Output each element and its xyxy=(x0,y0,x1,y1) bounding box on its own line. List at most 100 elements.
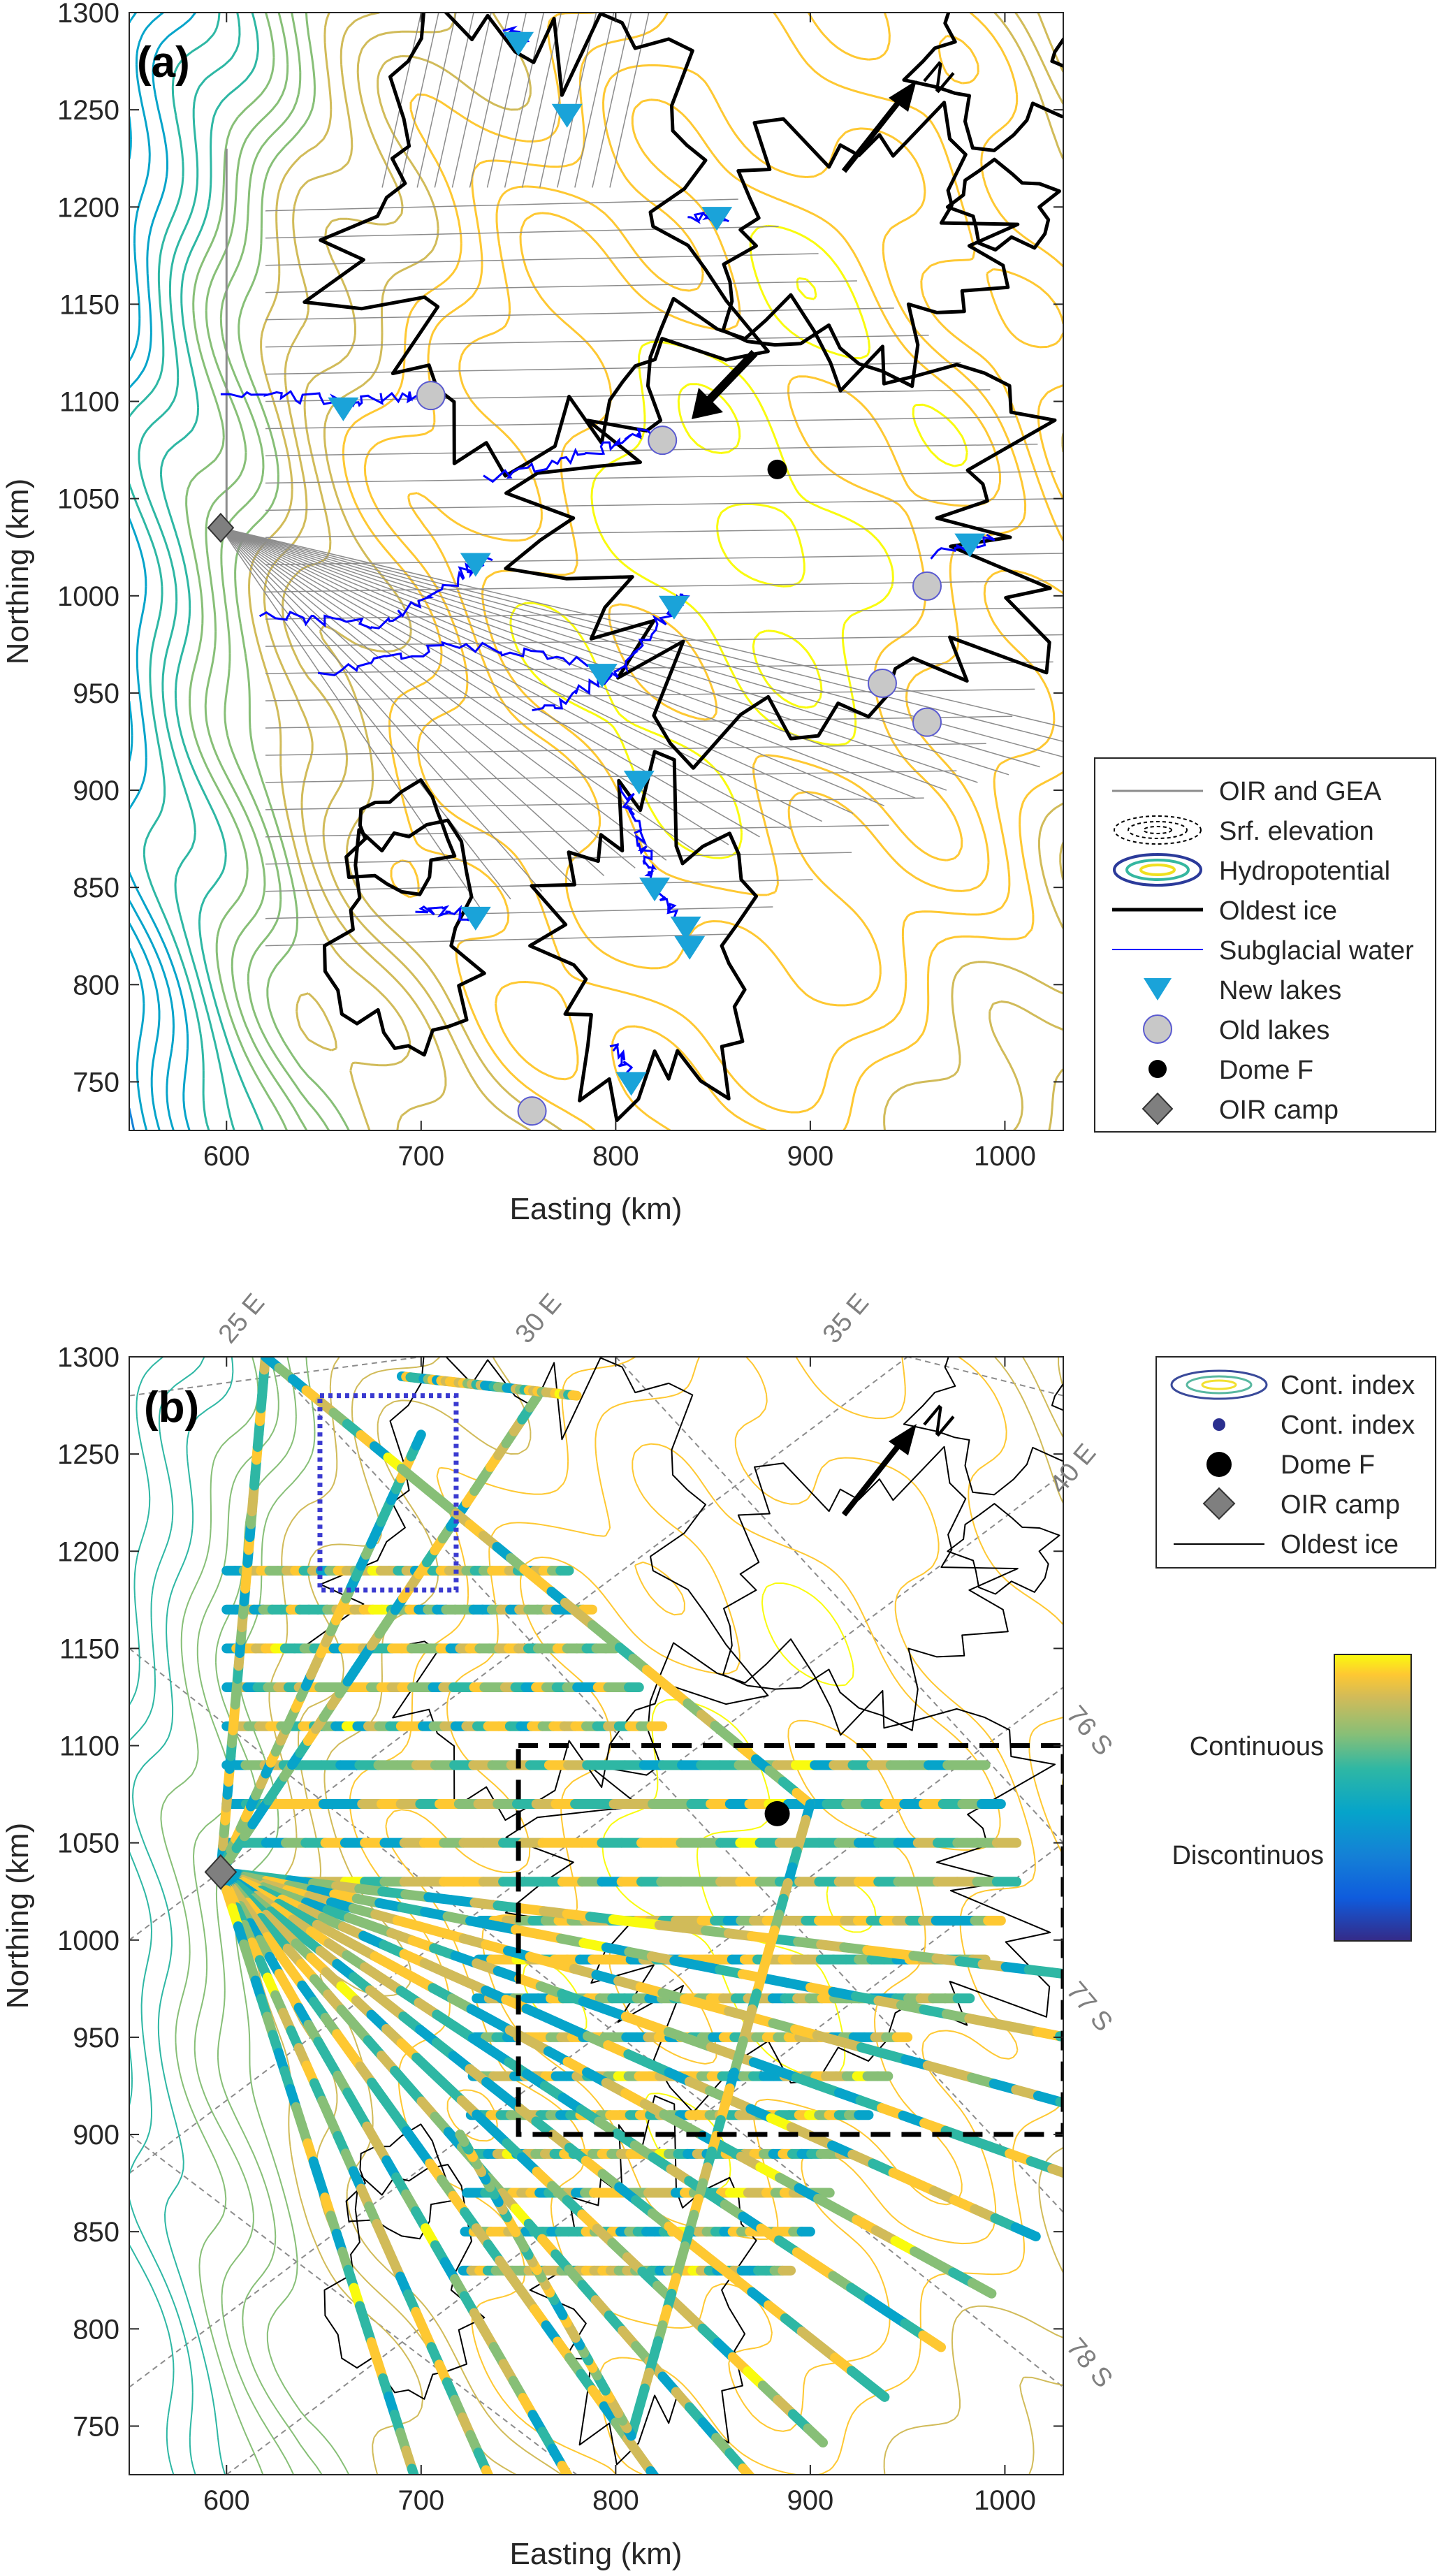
old-lake-marker xyxy=(648,425,678,456)
survey-track xyxy=(265,743,986,756)
y-tick-label: 1150 xyxy=(59,289,119,320)
y-tick-label: 1000 xyxy=(57,581,119,612)
track-segment xyxy=(1075,1975,1098,1978)
oldest-ice-outline xyxy=(323,2164,486,2400)
survey-track xyxy=(265,715,1013,729)
track-segment xyxy=(1010,2222,1041,2242)
legend-a-entry-2: Hydropotential xyxy=(1219,857,1390,886)
survey-track xyxy=(220,527,947,791)
panel-b-colorbar: Continuous Discontinuos xyxy=(1172,1654,1412,1942)
oldest-ice-outline xyxy=(902,13,1063,152)
continuity-contour xyxy=(129,1357,205,2475)
y-tick-label: 750 xyxy=(73,1067,119,1098)
continuity-contour xyxy=(160,1357,264,2475)
track-segment xyxy=(411,1429,426,1450)
track-segment xyxy=(1046,1967,1063,1979)
panel-b-label: (b) xyxy=(144,1383,199,1432)
panel-a-legend: OIR and GEA Srf. elevation Hydropotentia… xyxy=(1094,757,1436,1133)
survey-track xyxy=(574,13,615,188)
x-tick-label: 900 xyxy=(787,1141,834,1172)
legend-cont-index-contour-icon xyxy=(1170,1369,1268,1400)
graticule-line xyxy=(226,1842,1063,2475)
track-segment xyxy=(1098,1978,1121,1981)
old-lake-marker xyxy=(517,1096,547,1126)
y-tick-label: 1000 xyxy=(57,1926,119,1956)
hydropotential-contour xyxy=(129,13,221,1130)
y-tick-label: 900 xyxy=(73,2120,119,2151)
dashed-region-box xyxy=(516,1743,1063,2137)
survey-track xyxy=(265,553,1063,566)
dome-f-marker xyxy=(767,459,787,479)
x-tick-label: 1000 xyxy=(974,2485,1036,2516)
track-segment xyxy=(441,2559,446,2576)
graticule-label-77s: 77 S xyxy=(1060,1977,1118,2037)
track-segment xyxy=(494,2488,502,2505)
y-tick-label: 950 xyxy=(73,2023,119,2053)
y-tick-label: 750 xyxy=(73,2411,119,2442)
oldest-ice-outline xyxy=(945,157,1061,252)
track-segment xyxy=(430,2523,435,2541)
survey-track xyxy=(220,527,605,877)
survey-track xyxy=(469,13,509,188)
subglacial-water-path xyxy=(318,641,590,676)
legend-a-entry-1: Srf. elevation xyxy=(1219,817,1374,846)
graticule-line xyxy=(129,1473,1063,2174)
x-tick-label: 800 xyxy=(592,2485,639,2516)
continuity-contour xyxy=(132,1357,234,2475)
new-lake-marker xyxy=(586,664,618,688)
y-tick-label: 1250 xyxy=(57,1439,119,1470)
oldest-ice-outline xyxy=(302,13,770,478)
legend-a-entry-6: Old lakes xyxy=(1219,1016,1329,1045)
panel-b-markers xyxy=(204,1800,790,1890)
oldest-ice-outline xyxy=(903,1357,1063,1496)
panel-a-x-axis-label: Easting (km) xyxy=(510,1192,683,1226)
new-lake-marker xyxy=(670,916,701,940)
y-tick-label: 950 xyxy=(73,678,119,709)
x-tick-label: 600 xyxy=(203,1141,250,1172)
oir-camp-marker-b xyxy=(204,1854,238,1890)
legend-a-entry-8: OIR camp xyxy=(1219,1096,1339,1125)
panel-a-frame xyxy=(129,12,1064,1131)
y-tick-label: 900 xyxy=(73,776,119,806)
survey-track xyxy=(220,527,480,908)
x-tick-label: 700 xyxy=(398,2485,444,2516)
legend-oir-camp-b-marker xyxy=(1202,1487,1236,1520)
legend-b-entry-0: Cont. index xyxy=(1281,1371,1415,1400)
survey-track xyxy=(220,527,792,830)
panel-a-flow-arrow xyxy=(692,349,758,419)
track-segment xyxy=(918,2330,947,2352)
survey-track xyxy=(220,527,760,838)
subglacial-water-path xyxy=(415,905,474,922)
oldest-ice-outline xyxy=(504,293,1057,770)
track-segment xyxy=(738,2463,755,2475)
x-tick-label: 900 xyxy=(787,2485,834,2516)
dome-f-marker-b xyxy=(764,1800,790,1826)
survey-track xyxy=(220,527,636,868)
new-lake-marker xyxy=(328,397,359,421)
y-tick-label: 850 xyxy=(73,873,119,903)
oldest-ice-outline xyxy=(721,101,1020,388)
new-lake-marker xyxy=(674,936,706,960)
panel-a-oldest-ice-outline xyxy=(302,13,1063,1122)
track-segment xyxy=(567,1390,582,1401)
x-tick-label: 600 xyxy=(203,2485,250,2516)
survey-track xyxy=(539,13,580,188)
colorbar-gradient xyxy=(1334,1654,1412,1942)
oir-camp-marker xyxy=(207,512,235,543)
old-lake-marker xyxy=(416,381,446,411)
survey-track xyxy=(220,527,854,815)
survey-track xyxy=(381,13,422,188)
track-segment xyxy=(803,2423,829,2448)
legend-old-lakes-marker xyxy=(1143,1014,1172,1044)
y-tick-label: 1100 xyxy=(59,1731,119,1762)
track-segment xyxy=(591,2517,601,2533)
y-tick-label: 1050 xyxy=(57,484,119,515)
colorbar-label-discontinuous: Discontinuos xyxy=(1172,1841,1324,1870)
panel-b-legend: Cont. index Cont. index Dome F OIR camp … xyxy=(1155,1356,1436,1569)
survey-track xyxy=(265,824,889,838)
panel-b-y-axis-label: Northing (km) xyxy=(1,1823,35,2009)
survey-track xyxy=(265,226,779,239)
panel-a-markers xyxy=(207,31,986,1126)
survey-track xyxy=(265,307,894,321)
